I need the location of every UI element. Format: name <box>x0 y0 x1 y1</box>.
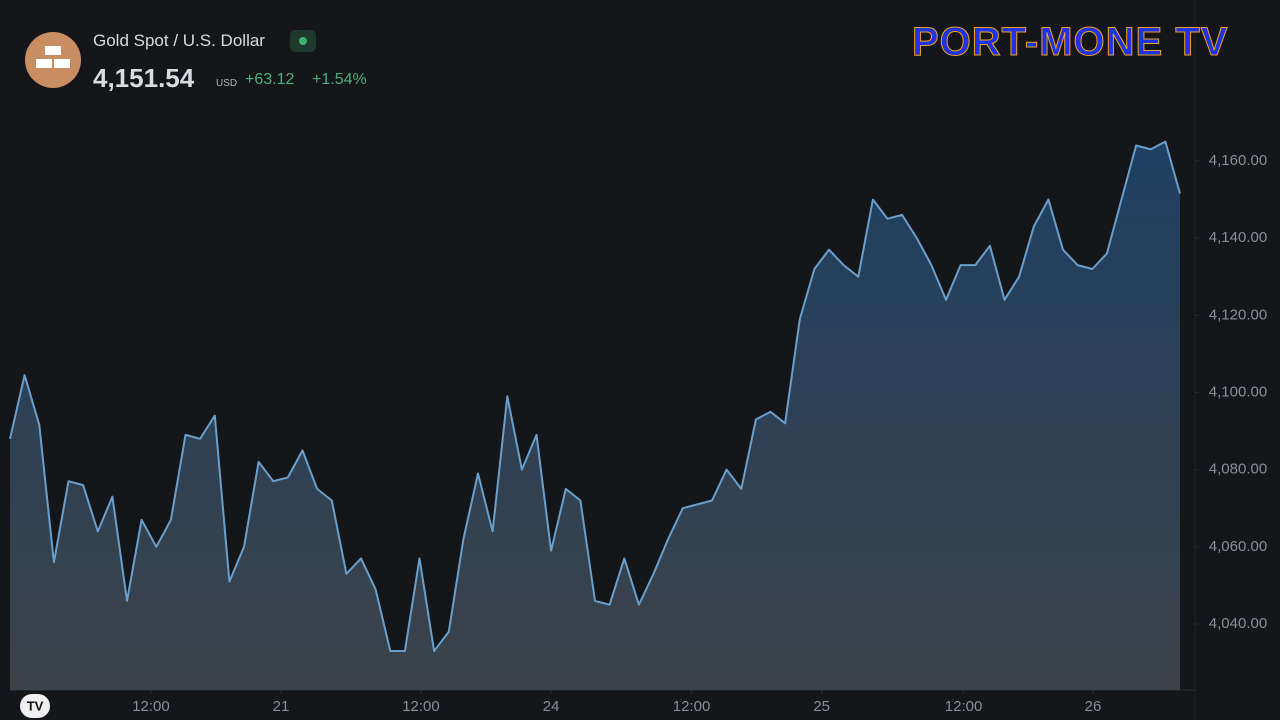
gold-bars-icon <box>36 46 70 68</box>
area-fill <box>10 141 1180 691</box>
y-tick-label: 4,060.00 <box>1209 538 1267 555</box>
x-tick-label: 12:00 <box>673 698 711 715</box>
y-tick-label: 4,120.00 <box>1209 306 1267 323</box>
x-tick-label: 12:00 <box>945 698 983 715</box>
change: +63.12 <box>245 71 295 88</box>
gold-icon <box>25 32 81 88</box>
x-tick-label: 12:00 <box>402 698 440 715</box>
x-tick-label: 26 <box>1085 698 1102 715</box>
symbol: Gold Spot / U.S. Dollar <box>93 31 265 50</box>
y-tick-label: 4,140.00 <box>1209 229 1267 246</box>
brand-logo: PORT-MONE TV <box>911 20 1229 65</box>
y-tick-label: 4,100.00 <box>1209 383 1267 400</box>
bar-icon <box>54 59 70 68</box>
bar-icon <box>36 59 52 68</box>
bar-icon <box>45 46 61 55</box>
x-tick-label: 24 <box>543 698 560 715</box>
price: 4,151.54 <box>93 63 195 93</box>
tv-badge <box>20 694 50 718</box>
y-tick-label: 4,160.00 <box>1209 152 1267 169</box>
y-tick-label: 4,080.00 <box>1209 461 1267 478</box>
status-dot <box>299 37 307 45</box>
currency: USD <box>216 78 238 89</box>
plot: 4,040.00 4,060.00 4,080.00 4,100.00 4,120.00… <box>9 140 1267 715</box>
price-line <box>9 140 1181 652</box>
x-tick-label: 12:00 <box>132 698 170 715</box>
x-tick-label: 25 <box>813 698 830 715</box>
y-tick-label: 4,040.00 <box>1209 615 1267 632</box>
x-tick-label: 21 <box>273 698 290 715</box>
status-badge <box>290 30 316 52</box>
tv-badge-icon: TV <box>27 698 44 713</box>
change-pct: +1.54% <box>312 71 367 88</box>
